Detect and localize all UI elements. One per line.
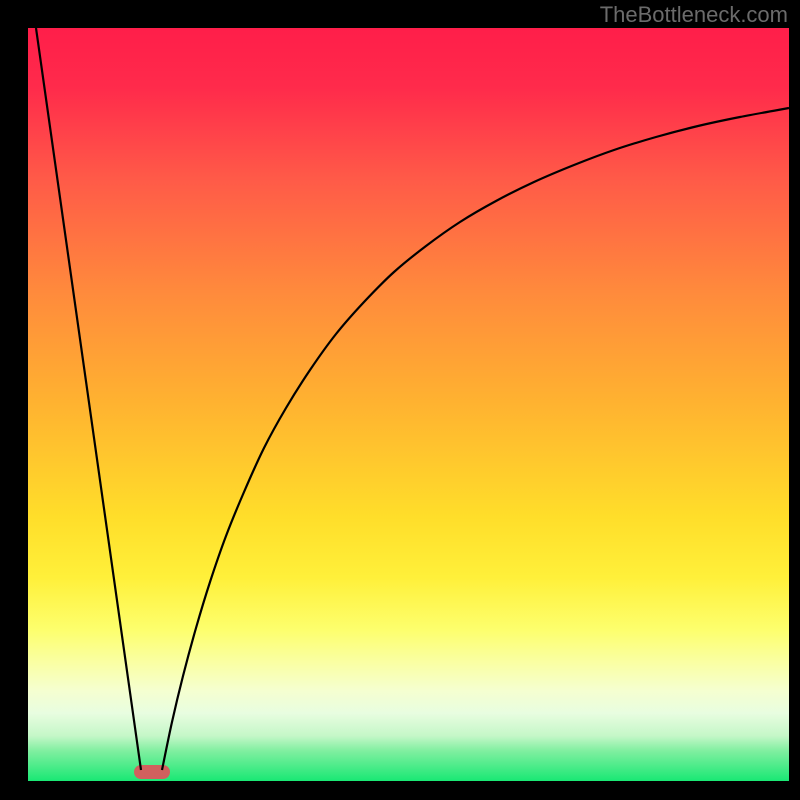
chart-container: { "watermark": { "text": "TheBottleneck.…: [0, 0, 800, 800]
minimum-marker: [134, 765, 170, 779]
plot-gradient: [28, 28, 789, 781]
watermark-text: TheBottleneck.com: [600, 2, 788, 28]
